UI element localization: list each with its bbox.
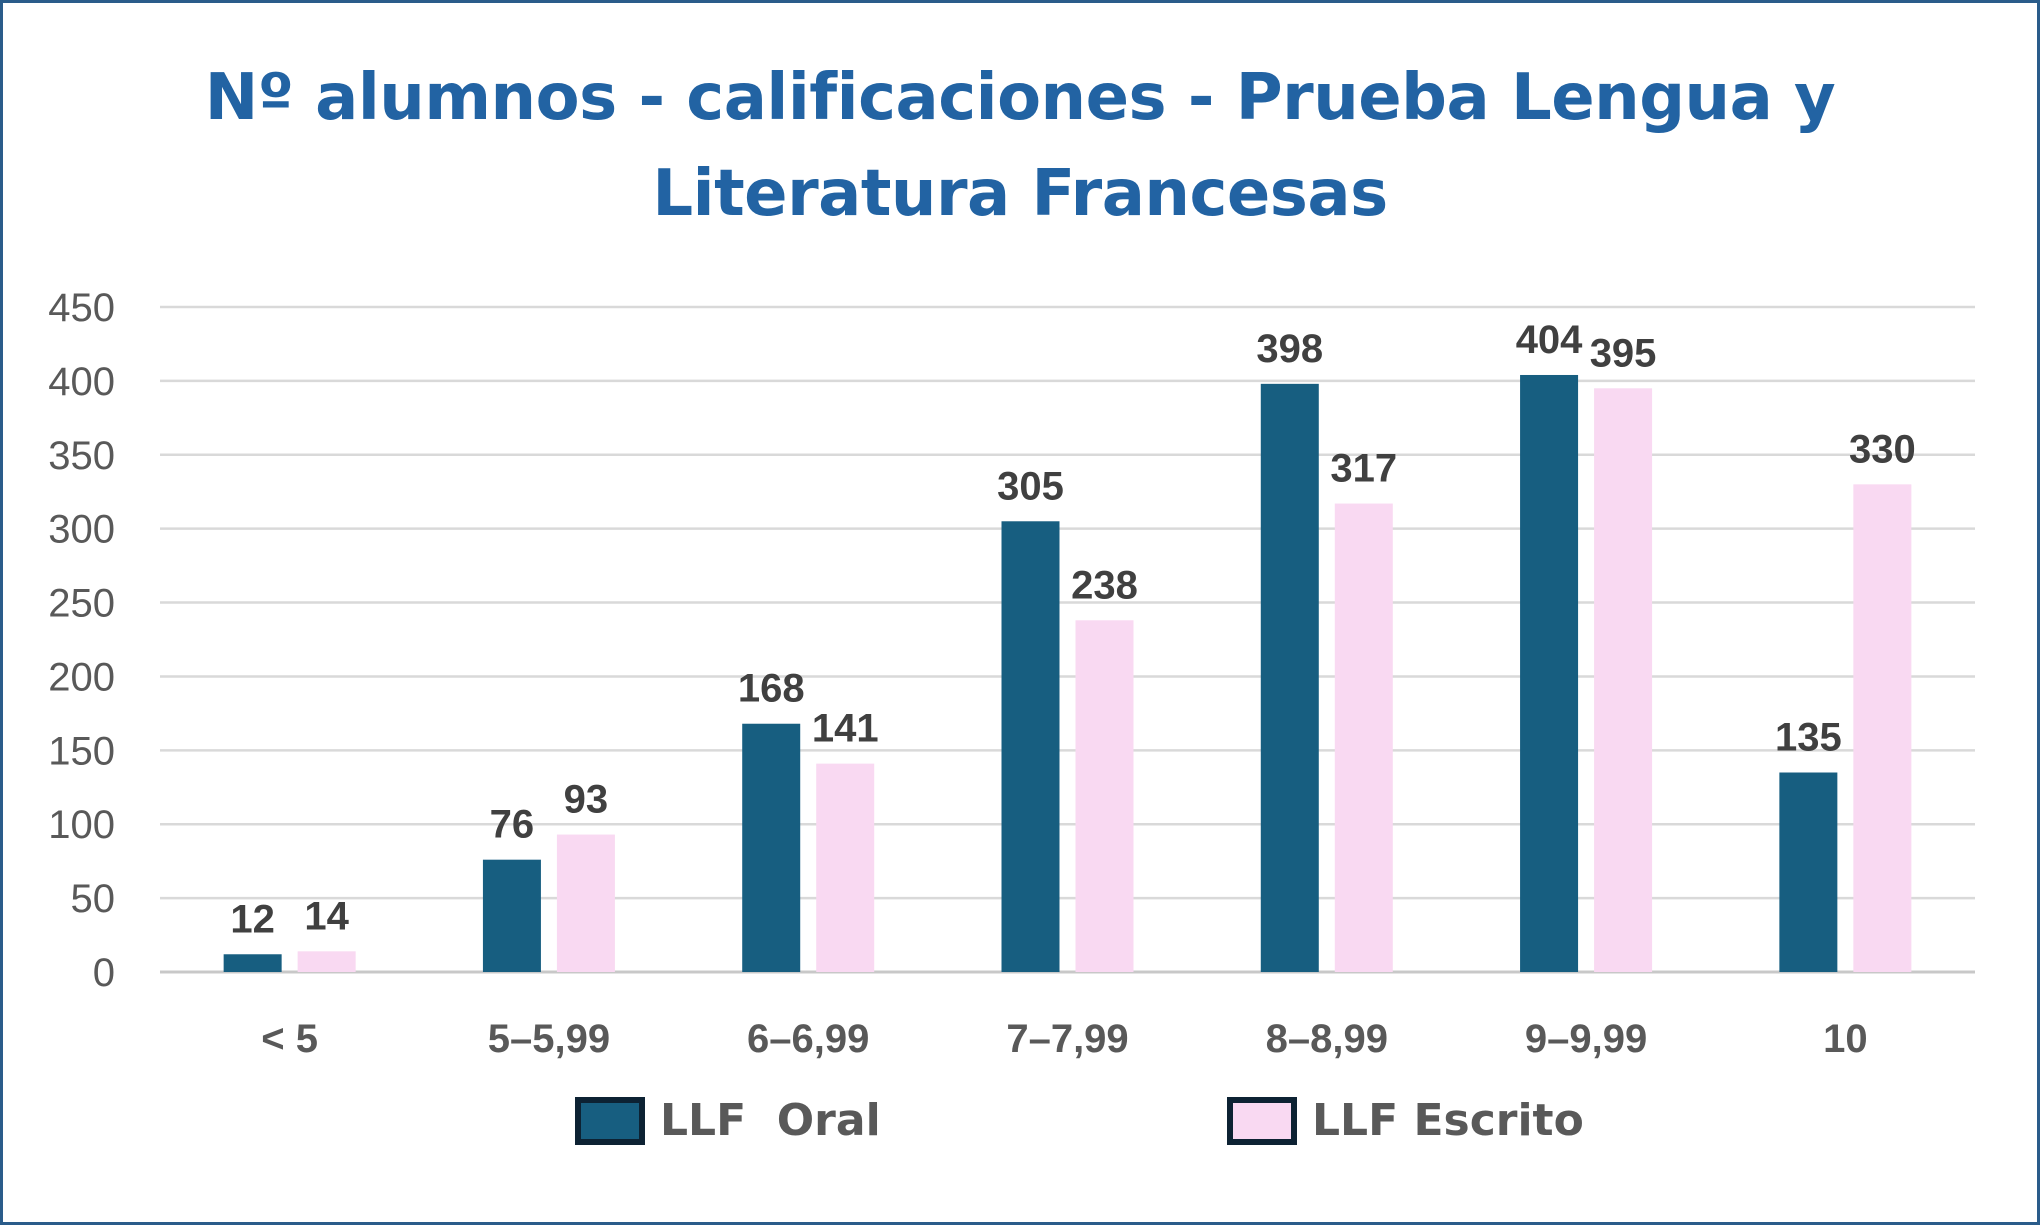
y-tick-label: 0	[93, 951, 115, 995]
y-tick-label: 400	[48, 360, 115, 404]
bar	[297, 951, 356, 972]
data-label: 141	[812, 707, 879, 751]
x-tick-label: 5–5,99	[488, 1017, 610, 1061]
y-tick-label: 100	[48, 803, 115, 847]
chart-title: Nº alumnos - calificaciones - Prueba Len…	[204, 61, 1836, 231]
x-tick-label: 6–6,99	[747, 1017, 869, 1061]
bar	[1260, 383, 1319, 972]
bar	[1334, 503, 1393, 972]
data-label: 398	[1256, 327, 1323, 371]
data-label: 93	[564, 778, 609, 822]
bar	[1779, 772, 1838, 972]
bar	[1853, 484, 1912, 972]
x-tick-label: 9–9,99	[1525, 1017, 1647, 1061]
data-label: 305	[997, 464, 1064, 508]
x-tick-label: 8–8,99	[1266, 1017, 1388, 1061]
legend-label: LLF Oral	[660, 1095, 881, 1146]
y-tick-label: 300	[48, 508, 115, 552]
bar	[223, 954, 282, 972]
bar	[482, 859, 541, 972]
data-label: 404	[1516, 318, 1583, 362]
data-label: 238	[1071, 563, 1138, 607]
data-label: 135	[1775, 716, 1842, 760]
y-tick-label: 200	[48, 655, 115, 699]
data-label: 168	[738, 667, 805, 711]
legend-swatch	[575, 1097, 645, 1145]
data-label: 76	[490, 803, 535, 847]
bar	[1001, 521, 1060, 972]
data-label: 395	[1590, 331, 1657, 375]
bar	[1594, 388, 1653, 972]
x-tick-label: < 5	[261, 1017, 318, 1061]
y-tick-label: 250	[48, 582, 115, 626]
x-tick-label: 7–7,99	[1006, 1017, 1128, 1061]
legend-label: LLF Escrito	[1312, 1095, 1584, 1146]
bar	[1520, 374, 1579, 972]
data-label: 330	[1849, 427, 1916, 471]
bar	[1075, 620, 1134, 972]
bar	[742, 723, 801, 972]
data-label: 317	[1330, 447, 1397, 491]
y-tick-label: 450	[48, 286, 115, 330]
x-tick-label: 10	[1823, 1017, 1868, 1061]
data-label: 12	[230, 897, 275, 941]
y-tick-label: 350	[48, 434, 115, 478]
bar	[556, 834, 615, 972]
legend-swatch	[1227, 1097, 1297, 1145]
y-tick-label: 50	[71, 877, 116, 921]
bar	[816, 763, 875, 972]
data-label: 14	[304, 894, 349, 938]
y-tick-label: 150	[48, 729, 115, 773]
